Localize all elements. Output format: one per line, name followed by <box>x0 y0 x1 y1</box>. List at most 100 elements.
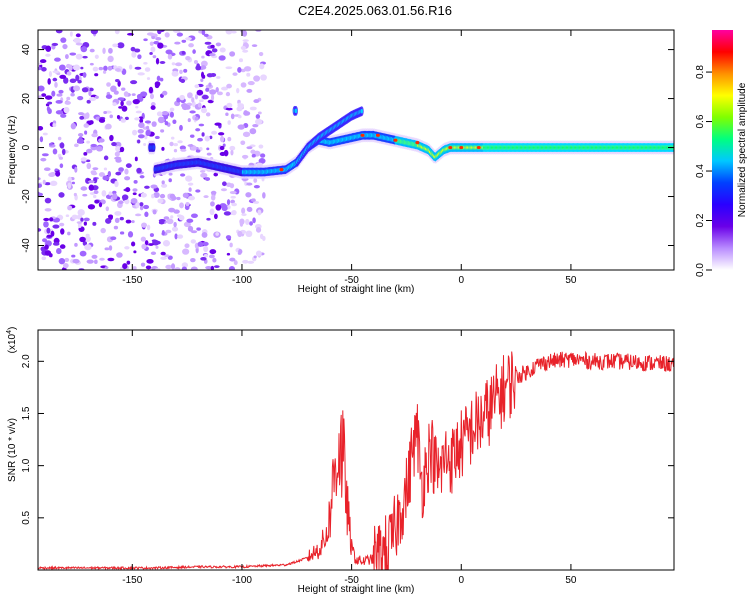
noise-point <box>88 87 94 92</box>
noise-point <box>151 121 157 127</box>
noise-point <box>43 167 51 172</box>
noise-point <box>205 87 210 92</box>
noise-point <box>137 128 144 134</box>
noise-point <box>89 120 94 125</box>
noise-point <box>112 190 117 195</box>
noise-point <box>45 53 51 57</box>
noise-point <box>122 263 128 270</box>
noise-point <box>251 153 256 158</box>
noise-point <box>204 41 212 45</box>
noise-point <box>139 205 144 211</box>
noise-point <box>74 38 82 42</box>
noise-point <box>203 195 209 199</box>
snr-frame <box>37 329 675 571</box>
noise-point <box>43 221 49 228</box>
snr-multiplier-base: (x10 <box>7 333 18 353</box>
noise-point <box>137 72 145 76</box>
noise-point <box>126 32 134 36</box>
noise-point <box>44 244 49 250</box>
noise-point <box>179 202 184 209</box>
noise-point <box>84 235 91 243</box>
noise-point <box>71 214 78 220</box>
noise-point <box>146 32 155 36</box>
noise-point <box>81 87 89 93</box>
noise-point <box>55 99 63 104</box>
noise-point <box>69 52 77 56</box>
noise-point <box>183 68 188 73</box>
noise-point <box>226 199 231 206</box>
noise-point <box>205 112 211 117</box>
noise-point <box>119 216 124 221</box>
noise-point <box>243 66 252 72</box>
noise-point <box>177 234 184 239</box>
noise-point <box>39 59 47 64</box>
noise-point <box>149 93 155 100</box>
noise-point <box>89 62 94 66</box>
colorbar-tick-label: 0.4 <box>695 164 706 178</box>
noise-point <box>144 185 150 189</box>
noise-point <box>145 129 151 136</box>
noise-point <box>41 93 47 97</box>
noise-point <box>134 213 142 217</box>
noise-point <box>93 190 99 195</box>
noise-point <box>134 156 138 162</box>
noise-point <box>153 40 160 45</box>
noise-point <box>201 94 209 100</box>
noise-point <box>197 102 202 108</box>
y-tick-label: -20 <box>21 189 32 204</box>
noise-point <box>164 121 169 126</box>
noise-point <box>127 231 134 238</box>
noise-point <box>167 255 173 260</box>
noise-point <box>107 170 112 177</box>
x-tick-label: -100 <box>232 275 252 286</box>
x-tick-label: -50 <box>344 575 359 586</box>
noise-point <box>154 135 160 140</box>
x-tick-label: -50 <box>344 275 359 286</box>
noise-point <box>174 41 181 45</box>
noise-point <box>253 184 260 189</box>
noise-point <box>68 64 73 71</box>
noise-point <box>124 176 131 181</box>
spectrogram-y-axis-label: Frequency (Hz) <box>7 116 18 185</box>
noise-point <box>88 96 97 102</box>
noise-point <box>83 152 88 156</box>
noise-point <box>206 152 212 156</box>
noise-point <box>194 116 199 121</box>
noise-point <box>114 211 122 216</box>
noise-point <box>79 236 86 243</box>
noise-point <box>135 110 142 114</box>
snr-plot-area <box>38 330 674 570</box>
noise-point <box>38 228 42 232</box>
noise-point <box>225 91 231 97</box>
noise-point <box>192 49 196 54</box>
noise-point <box>200 172 208 178</box>
noise-point <box>228 266 235 270</box>
noise-point <box>180 78 186 84</box>
spectrogram-y-ticks: -40 -20 0 20 40 <box>21 44 674 253</box>
noise-point <box>199 169 206 173</box>
noise-point <box>143 61 148 65</box>
noise-point <box>121 105 128 112</box>
noise-point <box>255 114 261 119</box>
noise-point <box>94 95 99 99</box>
noise-point <box>186 218 194 223</box>
noise-point <box>209 89 217 95</box>
noise-point <box>209 249 217 255</box>
noise-point <box>240 82 247 88</box>
x-tick-label: 50 <box>565 575 577 586</box>
noise-point <box>118 167 124 172</box>
noise-point <box>241 213 247 217</box>
noise-point <box>201 231 208 238</box>
noise-point <box>108 47 113 54</box>
noise-point <box>91 171 98 176</box>
noise-point <box>225 66 233 70</box>
noise-point <box>190 239 197 244</box>
noise-point <box>161 111 169 116</box>
noise-point <box>159 193 166 199</box>
noise-point <box>73 143 79 148</box>
noise-point <box>102 70 107 74</box>
colorbar-swatch <box>712 30 733 270</box>
noise-point <box>172 119 177 125</box>
noise-point <box>157 198 164 204</box>
noise-point <box>86 99 91 104</box>
